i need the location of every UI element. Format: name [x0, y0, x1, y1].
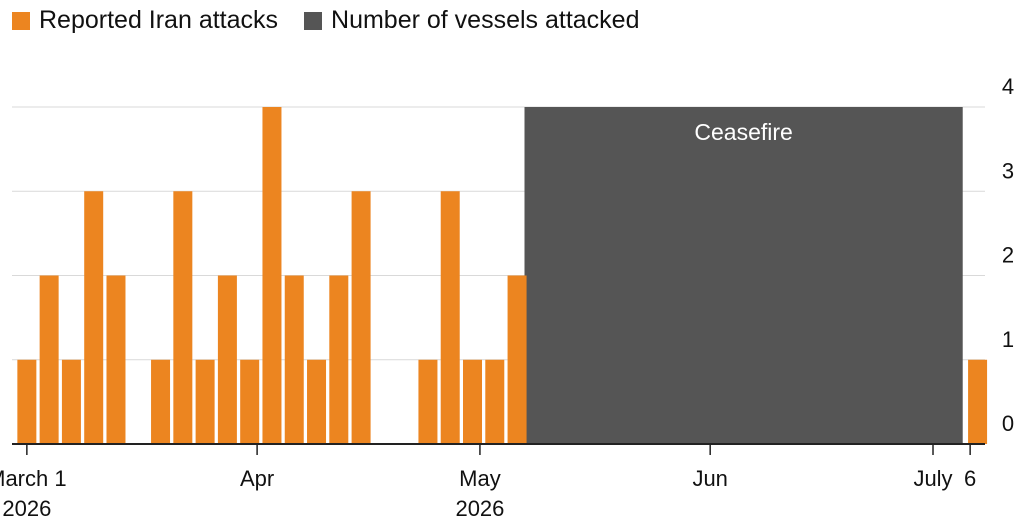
y-tick-label: 0	[1002, 411, 1014, 436]
bar	[284, 275, 304, 444]
ceasefire-shade	[524, 107, 963, 444]
legend-swatch-attacks	[12, 11, 30, 30]
bar	[84, 191, 104, 444]
bar	[240, 359, 260, 444]
bar	[440, 191, 460, 444]
x-tick-label: 6	[964, 466, 976, 491]
bar	[151, 359, 171, 444]
legend-swatch-vessels	[304, 11, 323, 30]
legend-item-vessels: Number of vessels attacked	[304, 6, 640, 35]
y-tick-label: 2	[1002, 243, 1014, 268]
x-tick-label: March 1	[0, 466, 67, 491]
x-tick-sublabel: 2026	[455, 496, 504, 521]
y-tick-label: 4	[1002, 74, 1014, 99]
y-tick-label: 3	[1002, 158, 1014, 183]
bar	[262, 107, 282, 444]
x-tick-label: July	[913, 466, 952, 491]
bar	[418, 359, 438, 444]
x-tick-sublabel: 2026	[2, 496, 51, 521]
bar	[307, 359, 327, 444]
legend-label-attacks: Reported Iran attacks	[39, 6, 279, 34]
bar	[17, 359, 37, 444]
bar	[106, 275, 126, 444]
bar	[195, 359, 215, 444]
y-tick-label: 1	[1002, 327, 1014, 352]
bar	[329, 275, 349, 444]
bar	[217, 275, 237, 444]
x-tick-label: Jun	[692, 466, 727, 491]
bar	[39, 275, 59, 444]
legend-item-attacks: Reported Iran attacks	[12, 6, 278, 35]
legend-label-vessels: Number of vessels attacked	[331, 6, 640, 34]
bar	[507, 275, 527, 444]
ceasefire-label: Ceasefire	[694, 119, 792, 145]
x-tick-label: Apr	[240, 466, 274, 491]
bar	[485, 359, 505, 444]
x-tick-label: May	[459, 466, 501, 491]
bar	[968, 359, 988, 444]
bar	[351, 191, 371, 444]
bar	[61, 359, 81, 444]
bar	[463, 359, 483, 444]
legend: Reported Iran attacks Number of vessels …	[12, 6, 666, 35]
bar	[173, 191, 193, 444]
